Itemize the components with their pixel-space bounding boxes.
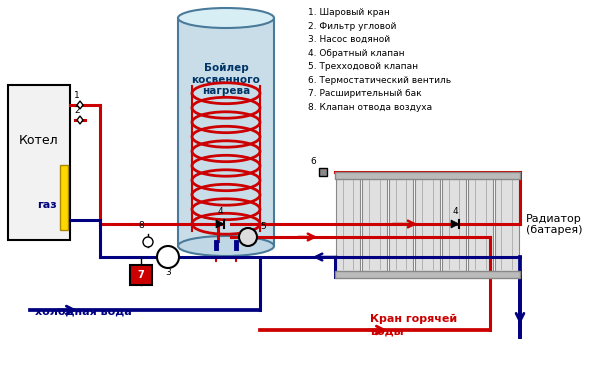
Bar <box>389 172 413 277</box>
Text: 7: 7 <box>137 270 145 280</box>
Bar <box>60 165 68 230</box>
Text: 6. Термостатический вентиль: 6. Термостатический вентиль <box>308 76 451 85</box>
Text: 8: 8 <box>138 221 144 230</box>
Bar <box>362 172 387 277</box>
Text: 7. Расширительный бак: 7. Расширительный бак <box>308 89 422 98</box>
Text: 5: 5 <box>260 222 266 231</box>
Text: 4. Обратный клапан: 4. Обратный клапан <box>308 49 404 58</box>
Polygon shape <box>77 101 83 109</box>
Bar <box>442 172 466 277</box>
Text: Бойлер
косвенного
нагрева: Бойлер косвенного нагрева <box>191 63 260 96</box>
Text: Радиатор
(батарея): Радиатор (батарея) <box>526 214 583 235</box>
Bar <box>336 172 361 277</box>
Circle shape <box>239 228 257 246</box>
Bar <box>415 172 440 277</box>
Text: 1. Шаровый кран: 1. Шаровый кран <box>308 8 390 17</box>
Text: 1: 1 <box>74 91 80 100</box>
Polygon shape <box>216 220 224 228</box>
Bar <box>335 172 520 179</box>
Polygon shape <box>77 116 83 124</box>
Text: 2. Фильтр угловой: 2. Фильтр угловой <box>308 22 397 30</box>
Bar <box>494 172 519 277</box>
Ellipse shape <box>178 8 274 28</box>
Text: 4: 4 <box>453 207 458 216</box>
Bar <box>178 18 274 246</box>
Bar <box>130 265 152 285</box>
Bar <box>319 168 327 176</box>
Text: холодная вода: холодная вода <box>35 306 132 316</box>
Text: 4: 4 <box>218 207 224 216</box>
Ellipse shape <box>178 236 274 256</box>
Text: 8. Клапан отвода воздуха: 8. Клапан отвода воздуха <box>308 102 432 112</box>
Text: 3. Насос водяной: 3. Насос водяной <box>308 35 390 44</box>
Circle shape <box>157 246 179 268</box>
Bar <box>335 271 520 278</box>
Text: 6: 6 <box>310 157 316 166</box>
Text: 3: 3 <box>165 268 171 277</box>
Circle shape <box>143 237 153 247</box>
Bar <box>468 172 493 277</box>
Bar <box>8 85 70 240</box>
Polygon shape <box>451 220 459 228</box>
Text: Кран горячей
воды: Кран горячей воды <box>370 314 457 336</box>
Text: 5. Трехходовой клапан: 5. Трехходовой клапан <box>308 62 418 71</box>
Text: 2: 2 <box>74 106 80 115</box>
Text: Котел: Котел <box>19 134 59 147</box>
Text: газ: газ <box>37 200 57 210</box>
